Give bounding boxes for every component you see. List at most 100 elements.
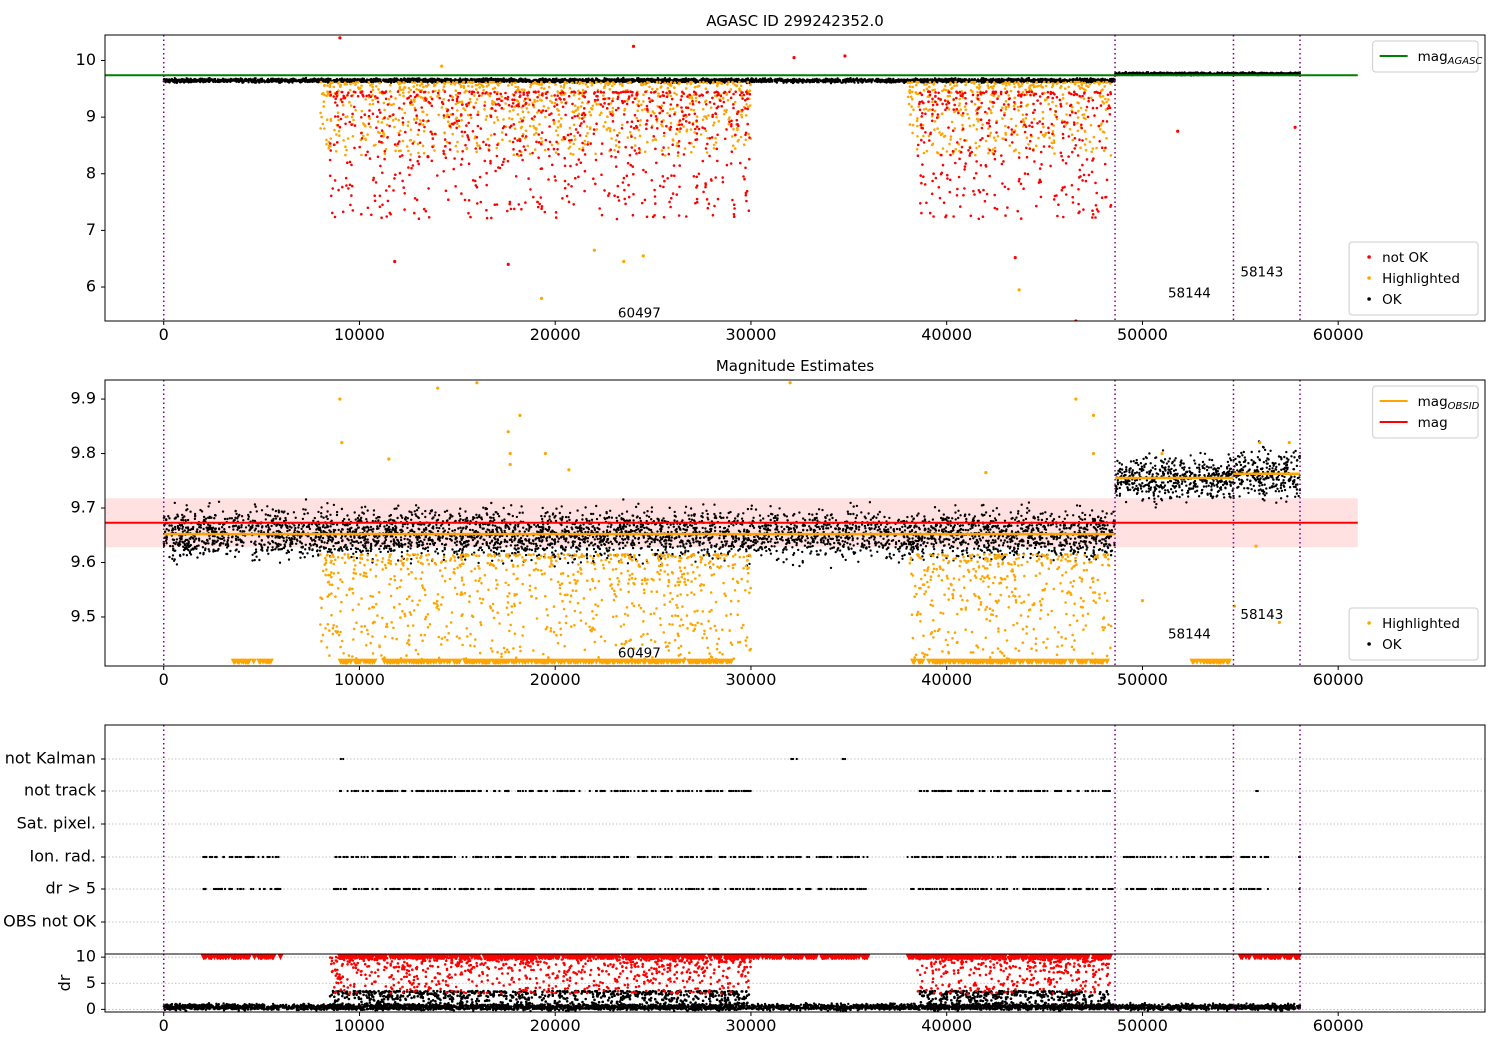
y-tick-label: 5 xyxy=(86,973,96,992)
y-tick-label: 9.8 xyxy=(71,443,96,462)
series-highlighted-point xyxy=(539,296,544,300)
series-not-ok-point xyxy=(393,259,397,264)
flag-category-label: not track xyxy=(24,781,97,800)
chart-title: Magnitude Estimates xyxy=(716,357,874,375)
legend-label-subscript: AGASC xyxy=(1447,56,1483,67)
flag-category-label: dr > 5 xyxy=(46,879,97,898)
series-not-ok-points xyxy=(916,955,1111,996)
series-ok-points xyxy=(1232,440,1301,504)
series-highlighted-point xyxy=(1254,544,1258,548)
axes-frame xyxy=(104,379,1486,667)
series-highlighted-point xyxy=(1287,441,1291,445)
legend: magAGASC xyxy=(1372,40,1483,73)
plot-area xyxy=(162,954,1302,1012)
series-not-ok-markers xyxy=(200,954,284,961)
obs-annotation: 58143 xyxy=(1240,265,1283,281)
series-not-ok-markers xyxy=(905,954,1113,961)
x-tick-label: 60000 xyxy=(1313,670,1364,689)
series-not-ok-points xyxy=(328,955,752,995)
legend-dot-swatch xyxy=(1367,297,1371,301)
legend-label-main: mag xyxy=(1418,49,1448,65)
chart-title: AGASC ID 299242352.0 xyxy=(706,12,884,30)
legend-label: mag xyxy=(1418,415,1448,431)
legend-label-main: mag xyxy=(1418,415,1448,431)
y-tick-label: 0 xyxy=(86,999,96,1018)
x-tick-label: 10000 xyxy=(334,670,385,689)
series-not-ok-point xyxy=(843,54,847,58)
series-highlighted-point xyxy=(1074,397,1078,401)
series-highlighted-point xyxy=(1258,441,1262,445)
flag-points xyxy=(202,887,1301,891)
series-highlighted-points xyxy=(906,80,1113,157)
series-highlighted-point xyxy=(1140,599,1145,603)
legend-dot-swatch xyxy=(1367,621,1371,625)
y-tick-label: 9 xyxy=(86,107,96,126)
legend-label-main: mag xyxy=(1418,394,1448,410)
y-tick-label: 7 xyxy=(86,220,96,239)
series-highlighted-point xyxy=(475,381,479,385)
x-tick-label: 50000 xyxy=(1117,325,1168,344)
obs-annotation: 58144 xyxy=(1168,626,1211,642)
flag-points xyxy=(202,855,1302,859)
legend-label-main: not OK xyxy=(1382,250,1429,266)
obs-annotation: 58143 xyxy=(1240,607,1283,623)
series-highlighted-point xyxy=(984,471,988,475)
series-highlighted-below-range--markers xyxy=(230,658,274,665)
flag-points xyxy=(338,789,1259,793)
x-tick-label: 40000 xyxy=(921,1016,972,1035)
panel-flags: not Kalman not track Sat. pixel. Ion. rad. d… xyxy=(3,724,1486,955)
flag-category-label: Sat. pixel. xyxy=(17,814,96,833)
panel-magnitude-estimates: Magnitude Estimates 60497 58144 58143 0 10000… xyxy=(71,357,1486,689)
y-tick-label: 9.5 xyxy=(71,606,96,625)
series-highlighted-point xyxy=(518,413,522,418)
legend-box xyxy=(1348,241,1479,316)
legend-label: not OK xyxy=(1382,250,1429,266)
legend-label-main: Highlighted xyxy=(1382,616,1460,632)
series-highlighted-points xyxy=(319,80,753,158)
legend-label-main: Highlighted xyxy=(1382,271,1460,287)
series-highlighted-point xyxy=(641,254,645,258)
y-tick-label: 9.6 xyxy=(71,552,96,571)
x-tick-label: 20000 xyxy=(530,325,581,344)
x-tick-label: 0 xyxy=(159,670,169,689)
x-tick-label: 20000 xyxy=(530,1016,581,1035)
series-highlighted-point xyxy=(1091,413,1096,418)
y-tick-label: 10 xyxy=(76,50,96,69)
series-highlighted-point xyxy=(567,468,571,472)
series-highlighted-point xyxy=(788,381,792,385)
plot-area xyxy=(105,36,1358,321)
series-highlighted-point xyxy=(508,451,512,456)
legend-label: Highlighted xyxy=(1382,616,1460,632)
series-highlighted-point xyxy=(592,248,596,252)
series-highlighted-point xyxy=(387,457,391,461)
series-ok-points xyxy=(918,989,1113,1011)
x-tick-label: 30000 xyxy=(726,1016,777,1035)
flag-category-label: OBS not OK xyxy=(3,912,96,931)
legend-label-main: OK xyxy=(1382,637,1403,653)
series-highlighted-point xyxy=(436,386,440,390)
legend-label: magAGASC xyxy=(1418,49,1483,67)
y-tick-label: 9.7 xyxy=(71,498,96,517)
series-not-ok-point xyxy=(1293,125,1297,129)
series-not-ok-point xyxy=(338,36,342,40)
series-highlighted-point xyxy=(508,462,512,467)
x-tick-label: 50000 xyxy=(1117,1016,1168,1035)
x-tick-label: 0 xyxy=(159,1016,169,1035)
y-tick-label: 9.9 xyxy=(71,389,96,408)
obs-annotation: 58144 xyxy=(1168,286,1211,302)
series-highlighted-point xyxy=(506,430,510,434)
series-not-ok-point xyxy=(506,262,510,266)
flag-category-label: Ion. rad. xyxy=(30,847,96,866)
series-highlighted-below-range--markers xyxy=(910,658,1110,665)
series-highlighted-points xyxy=(319,552,752,662)
obs-annotation: 60497 xyxy=(618,645,661,661)
series-highlighted-below-range--markers xyxy=(1189,658,1232,665)
legend-label: Highlighted xyxy=(1382,271,1460,287)
series-not-ok-points xyxy=(916,90,1113,221)
x-tick-label: 40000 xyxy=(921,325,972,344)
series-highlighted-point xyxy=(543,451,548,456)
legend-label: magOBSID xyxy=(1418,394,1480,412)
series-highlighted-below-range--markers xyxy=(337,658,735,665)
